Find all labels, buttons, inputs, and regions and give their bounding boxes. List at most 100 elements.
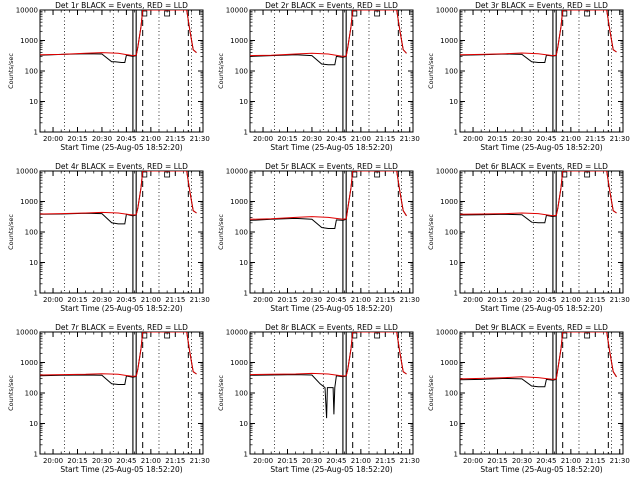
detector-chart-1: Det 1r BLACK = Events, RED = LLD 1 10 100 10… <box>7 1 210 152</box>
x-tick-label: 21:30 <box>610 457 630 465</box>
y-tick-label: 10 <box>449 98 458 106</box>
y-tick-label: 10 <box>239 98 248 106</box>
y-tick-label: 1 <box>454 129 458 137</box>
series-events-line <box>40 332 197 385</box>
x-tick-label: 20:45 <box>116 457 136 465</box>
attenuator-marker <box>164 10 171 17</box>
x-tick-label: 20:00 <box>253 296 273 304</box>
x-tick-label: 20:30 <box>92 135 112 143</box>
series-lld-line <box>40 171 197 216</box>
x-tick-label: 20:00 <box>253 457 273 465</box>
x-tick-label: 21:15 <box>585 135 605 143</box>
x-axis-label: Start Time (25-Aug-05 18:52:20) <box>60 465 182 474</box>
y-tick-label: 1000 <box>440 359 458 367</box>
x-tick-label: 20:30 <box>512 296 532 304</box>
y-tick-label: 10 <box>449 259 458 267</box>
series-events-line <box>250 10 407 66</box>
detector-chart-2: Det 2r BLACK = Events, RED = LLD 1 10 100 10… <box>217 1 420 152</box>
chart-title: Det 4r BLACK = Events, RED = LLD <box>55 162 188 171</box>
attenuator-marker <box>374 332 381 339</box>
x-tick-label: 20:45 <box>326 135 346 143</box>
y-tick-label: 1000 <box>230 37 248 45</box>
x-tick-label: 21:00 <box>141 135 161 143</box>
attenuator-marker <box>374 10 381 17</box>
y-tick-label: 1 <box>34 290 38 298</box>
y-axis-label: Counts/sec <box>427 214 435 250</box>
x-tick-label: 20:00 <box>463 457 483 465</box>
x-tick-label: 21:00 <box>351 457 371 465</box>
detector-chart-7: Det 7r BLACK = Events, RED = LLD 1 10 100 10… <box>7 323 210 474</box>
series-lld-line <box>40 10 197 57</box>
x-tick-label: 21:00 <box>561 135 581 143</box>
x-tick-label: 20:45 <box>116 135 136 143</box>
x-tick-label: 20:15 <box>487 457 507 465</box>
y-tick-label: 100 <box>25 68 38 76</box>
y-axis-label: Counts/sec <box>217 214 225 250</box>
y-tick-label: 1 <box>244 129 248 137</box>
x-tick-label: 21:30 <box>190 457 210 465</box>
x-tick-label: 21:30 <box>400 296 420 304</box>
y-tick-label: 100 <box>235 229 248 237</box>
x-tick-label: 20:15 <box>67 457 87 465</box>
y-tick-label: 10000 <box>436 7 458 15</box>
x-tick-label: 20:45 <box>326 457 346 465</box>
x-axis-label: Start Time (25-Aug-05 18:52:20) <box>270 143 392 152</box>
x-tick-label: 20:15 <box>487 296 507 304</box>
x-tick-label: 20:45 <box>536 135 556 143</box>
y-axis-label: Counts/sec <box>7 53 15 89</box>
attenuator-marker <box>584 171 591 178</box>
series-events-line <box>250 171 407 229</box>
y-tick-label: 10000 <box>226 168 248 176</box>
series-lld-line <box>250 171 407 220</box>
x-tick-label: 21:15 <box>165 296 185 304</box>
series-events-line <box>250 332 407 419</box>
chart-title: Det 6r BLACK = Events, RED = LLD <box>475 162 608 171</box>
y-tick-label: 1000 <box>20 359 38 367</box>
y-tick-label: 1000 <box>20 37 38 45</box>
series-lld-line <box>460 171 617 217</box>
y-tick-label: 1 <box>34 451 38 459</box>
x-tick-label: 20:45 <box>536 296 556 304</box>
y-tick-label: 10 <box>239 259 248 267</box>
chart-title: Det 2r BLACK = Events, RED = LLD <box>265 1 398 10</box>
x-tick-label: 20:30 <box>92 457 112 465</box>
chart-title: Det 9r BLACK = Events, RED = LLD <box>475 323 608 332</box>
x-tick-label: 20:15 <box>277 135 297 143</box>
y-tick-label: 100 <box>25 229 38 237</box>
x-tick-label: 20:00 <box>43 457 63 465</box>
x-tick-label: 20:00 <box>463 135 483 143</box>
y-tick-label: 100 <box>235 390 248 398</box>
x-tick-label: 21:00 <box>141 296 161 304</box>
attenuator-marker <box>561 332 568 339</box>
y-tick-label: 100 <box>445 229 458 237</box>
y-tick-label: 10000 <box>226 7 248 15</box>
attenuator-marker <box>141 332 148 339</box>
x-axis-label: Start Time (25-Aug-05 18:52:20) <box>270 465 392 474</box>
x-tick-label: 20:45 <box>326 296 346 304</box>
x-tick-label: 20:15 <box>67 135 87 143</box>
x-tick-label: 20:15 <box>67 296 87 304</box>
x-tick-label: 21:30 <box>610 135 630 143</box>
y-axis-label: Counts/sec <box>217 375 225 411</box>
x-tick-label: 21:00 <box>351 296 371 304</box>
y-tick-label: 10 <box>29 259 38 267</box>
y-tick-label: 10 <box>29 98 38 106</box>
x-tick-label: 21:30 <box>190 296 210 304</box>
x-tick-label: 20:30 <box>302 457 322 465</box>
x-axis-label: Start Time (25-Aug-05 18:52:20) <box>480 465 602 474</box>
y-tick-label: 1000 <box>440 37 458 45</box>
x-axis-label: Start Time (25-Aug-05 18:52:20) <box>60 143 182 152</box>
x-tick-label: 20:00 <box>463 296 483 304</box>
chart-title: Det 1r BLACK = Events, RED = LLD <box>55 1 188 10</box>
y-axis-label: Counts/sec <box>7 214 15 250</box>
x-tick-label: 21:30 <box>190 135 210 143</box>
y-tick-label: 1 <box>454 451 458 459</box>
chart-title: Det 7r BLACK = Events, RED = LLD <box>55 323 188 332</box>
series-events-line <box>460 171 617 224</box>
x-axis-label: Start Time (25-Aug-05 18:52:20) <box>270 304 392 313</box>
x-tick-label: 21:15 <box>165 135 185 143</box>
x-tick-label: 20:45 <box>116 296 136 304</box>
x-tick-label: 20:30 <box>302 135 322 143</box>
y-tick-label: 1000 <box>440 198 458 206</box>
y-tick-label: 10 <box>449 420 458 428</box>
